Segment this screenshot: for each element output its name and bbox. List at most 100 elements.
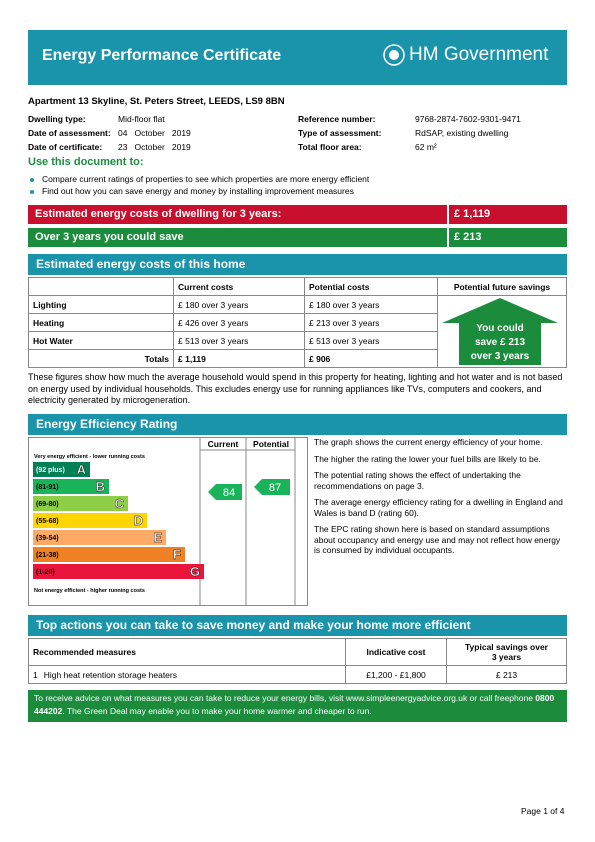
line: over 3 years xyxy=(470,351,530,362)
paragraph: The average energy efficiency rating for… xyxy=(314,497,563,518)
actions-table: Recommended measures Indicative cost Typic… xyxy=(28,638,567,684)
band-range: (81-91) xyxy=(36,484,59,491)
cell: 1 High heat retention storage heaters xyxy=(28,665,346,684)
band xyxy=(33,530,166,545)
band-letter: F xyxy=(173,547,181,562)
detail-value: RdSAP, existing dwelling xyxy=(415,128,509,138)
detail-label: Type of assessment: xyxy=(298,128,382,138)
advice-box: To receive advice on what measures you c… xyxy=(28,690,567,722)
summary-value: £ 213 xyxy=(454,231,482,243)
paragraph: The EPC rating shown here is based on st… xyxy=(314,524,561,555)
costs-note: These figures show how much the average … xyxy=(28,372,563,405)
cell: Typical savings over 3 years xyxy=(446,638,567,666)
band xyxy=(33,462,90,477)
section-heading: Top actions you can take to save money a… xyxy=(28,615,567,636)
summary-value: £ 1,119 xyxy=(454,208,491,220)
cell: Potential future savings xyxy=(437,277,567,296)
band-letter: A xyxy=(77,462,87,477)
cell: £ 1,119 xyxy=(173,349,305,368)
detail-value: 62 m² xyxy=(415,142,437,152)
band xyxy=(33,496,128,511)
detail-label: Reference number: xyxy=(298,114,376,124)
detail-value: 9768-2874-7602-9301-9471 xyxy=(415,114,521,124)
cell: Hot Water xyxy=(28,331,174,350)
actions-header: Recommended measures Indicative cost Typic… xyxy=(28,638,567,666)
summary-bar xyxy=(28,205,567,224)
savings-arrow xyxy=(442,298,558,365)
cost-row: Totals £ 1,119 £ 906 xyxy=(28,349,567,368)
band xyxy=(33,513,147,528)
logo: HM Government xyxy=(409,44,549,65)
detail-label: Dwelling type: xyxy=(28,114,86,124)
cell: £1,200 - £1,800 xyxy=(345,665,447,684)
band xyxy=(33,479,109,494)
band-range: (1-20) xyxy=(36,569,55,576)
current-arrow xyxy=(208,484,242,500)
cell: £ 426 over 3 years xyxy=(173,313,305,332)
cell: £ 513 over 3 years xyxy=(304,331,438,350)
savings-text: You could save £ 213 over 3 years xyxy=(459,322,541,364)
cell: £ 906 xyxy=(304,349,438,368)
rating-graph: Current Potential Very energy efficient … xyxy=(28,437,308,606)
detail-value: 23 October 2019 xyxy=(118,142,191,152)
bullet-dot xyxy=(30,190,34,194)
band-letter: C xyxy=(115,496,125,511)
current-label: Current xyxy=(208,439,239,449)
detail-label: Date of assessment: xyxy=(28,128,111,138)
detail-value: 04 October 2019 xyxy=(118,128,191,138)
line: save £ 213 xyxy=(474,337,526,348)
paragraph: The potential rating shows the effect of… xyxy=(314,470,521,491)
potential-arrow xyxy=(254,479,290,495)
summary-divider xyxy=(447,228,449,247)
cost-row: Heating £ 426 over 3 years £ 213 over 3 ye… xyxy=(28,313,567,332)
band-range: (55-68) xyxy=(36,518,59,525)
cell: £ 180 over 3 years xyxy=(304,295,438,314)
header-bar xyxy=(28,30,567,85)
title: Energy Performance Certificate xyxy=(42,47,282,64)
bottom-note: Not energy efficient - higher running co… xyxy=(34,588,145,594)
advice-text: . The Green Deal may enable you to make … xyxy=(62,706,372,716)
use-heading: Use this document to: xyxy=(28,156,144,168)
band-range: (21-38) xyxy=(36,552,59,559)
band-range: (69-80) xyxy=(36,501,59,508)
summary-divider xyxy=(447,205,449,224)
cell: Potential costs xyxy=(304,277,438,296)
summary-label: Over 3 years you could save xyxy=(35,231,184,243)
advice-text: To receive advice on what measures you c… xyxy=(34,693,536,703)
footer: Page 1 of 4 xyxy=(521,806,565,816)
phone: 0800 444202 xyxy=(34,693,555,716)
top-note: Very energy efficient - lower running co… xyxy=(34,454,145,460)
cost-row: Hot Water £ 513 over 3 years £ 513 over 3 … xyxy=(28,331,567,350)
detail-value: Mid-floor flat xyxy=(118,114,165,124)
action-row: 1 High heat retention storage heaters £1,2… xyxy=(28,665,567,684)
rating-text: The graph shows the current energy effic… xyxy=(314,437,566,562)
cell: £ 513 over 3 years xyxy=(173,331,305,350)
costs-header: Current costs Potential costs Potential fu… xyxy=(28,277,567,296)
cell: £ 180 over 3 years xyxy=(173,295,305,314)
cell: Totals xyxy=(28,349,174,368)
band xyxy=(33,547,185,562)
line: You could xyxy=(476,323,524,334)
band-letter: B xyxy=(96,479,105,494)
paragraph: The higher the rating the lower your fue… xyxy=(314,453,541,464)
band-range: (39-54) xyxy=(36,535,59,542)
band xyxy=(33,564,204,579)
measure: High heat retention storage heaters xyxy=(43,669,177,680)
current-rating: 84 xyxy=(223,487,235,499)
bullet: Find out how you can save energy and mon… xyxy=(42,186,354,196)
cell: Heating xyxy=(28,313,174,332)
section-heading: Energy Efficiency Rating xyxy=(28,414,567,435)
cell: Indicative cost xyxy=(345,638,447,666)
band-letter: E xyxy=(153,530,162,545)
paragraph: The graph shows the current energy effic… xyxy=(314,437,543,447)
cell xyxy=(28,277,174,296)
cell: Lighting xyxy=(28,295,174,314)
bullet: Compare current ratings of properties to… xyxy=(42,174,370,184)
crest-icon xyxy=(383,44,405,66)
bullet-dot xyxy=(30,178,34,182)
detail-label: Date of certificate: xyxy=(28,142,103,152)
index: 1 xyxy=(33,669,38,680)
band-letter: G xyxy=(190,564,200,579)
potential-label: Potential xyxy=(253,439,289,449)
